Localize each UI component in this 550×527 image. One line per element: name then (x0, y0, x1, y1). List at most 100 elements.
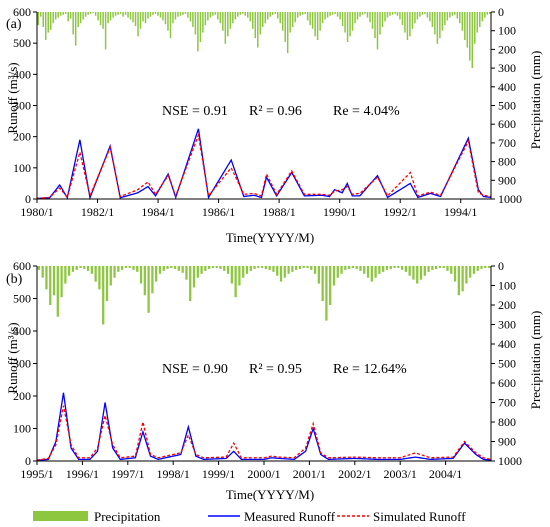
precip-bar-b-48 (219, 266, 222, 269)
precip-bar-b-104 (431, 266, 434, 270)
precip-bar-a-146 (401, 12, 404, 26)
precip-bar-a-40 (137, 12, 139, 37)
precip-bar-b-9 (71, 266, 75, 272)
precip-bar-a-47 (154, 12, 157, 14)
precip-bar-b-24 (128, 266, 131, 268)
precip-bar-a-19 (84, 12, 87, 17)
precip-bar-b-28 (143, 266, 146, 296)
precip-bar-b-15 (94, 266, 97, 282)
precip-bar-b-64 (279, 266, 283, 282)
precip-bar-b-20 (113, 266, 116, 278)
measured-runoff-line-b (36, 392, 492, 461)
legend-precipitation-label: Precipitation (94, 509, 161, 524)
precip-bar-a-26 (102, 12, 104, 29)
precip-bar-a-86 (252, 12, 254, 29)
xtick-label: 1982/1 (81, 205, 114, 219)
precip-bar-a-147 (404, 12, 406, 33)
precip-bar-a-178 (481, 12, 484, 22)
ytick-right-label: 700 (498, 396, 516, 410)
ytick-left-label: 400 (13, 324, 31, 338)
ytick-left-label: 300 (13, 99, 31, 113)
precip-bar-a-135 (374, 12, 376, 39)
precip-bar-a-4 (47, 12, 49, 33)
xtick-label: 1986/1 (202, 205, 235, 219)
precip-bar-b-94 (393, 266, 396, 268)
precip-bar-a-148 (406, 12, 409, 41)
precip-bar-a-16 (77, 12, 79, 27)
precip-bar-a-18 (82, 12, 84, 20)
ytick-right-label: 700 (498, 136, 516, 150)
precip-bar-a-165 (449, 12, 451, 18)
precip-bar-a-170 (461, 12, 464, 31)
precip-bar-a-166 (451, 12, 454, 16)
simulated-runoff-line-b (36, 405, 492, 461)
precip-bar-a-130 (361, 12, 364, 15)
precip-bar-a-112 (316, 12, 319, 41)
ytick-right-label: 200 (498, 42, 516, 56)
precip-bar-b-110 (453, 266, 457, 282)
precip-bar-b-84 (355, 266, 358, 269)
precip-bar-b-58 (257, 266, 260, 268)
ytick-right-label: 600 (498, 376, 516, 390)
precip-bar-b-6 (60, 266, 63, 298)
ytick-left-label: 500 (13, 36, 31, 50)
precip-bar-b-17 (102, 266, 105, 325)
precip-bar-a-132 (366, 12, 369, 18)
precip-bar-a-38 (132, 12, 134, 23)
precip-bar-a-158 (431, 12, 434, 27)
precip-bar-a-100 (286, 12, 289, 54)
precip-bar-b-77 (329, 266, 332, 305)
precip-bar-a-156 (426, 12, 429, 18)
precip-bar-b-116 (476, 266, 479, 271)
precip-bar-b-87 (366, 266, 370, 278)
precip-bar-a-74 (222, 12, 224, 31)
precip-bar-a-93 (269, 12, 271, 17)
ytick-right-label: 500 (498, 357, 516, 371)
precip-bar-b-32 (158, 266, 162, 274)
precip-bar-b-14 (90, 266, 93, 274)
precip-bar-b-5 (56, 266, 59, 317)
precip-bar-a-145 (399, 12, 401, 20)
precip-bar-b-23 (124, 266, 128, 268)
ytick-left-label: 0 (25, 454, 31, 468)
precip-bar-a-32 (117, 12, 119, 15)
precip-bar-a-34 (122, 12, 124, 17)
precip-bar-a-42 (142, 12, 144, 22)
precip-bar-a-70 (212, 12, 214, 16)
precip-bar-a-160 (436, 12, 439, 44)
precip-bar-b-2 (45, 266, 48, 290)
panel-b-ylabel-right: Precipitation (mm) (528, 311, 543, 410)
precip-bar-a-179 (484, 12, 486, 18)
xtick-label: 2004/1 (429, 467, 462, 481)
precip-bar-b-21 (117, 266, 120, 272)
ytick-right-label: 0 (498, 5, 504, 19)
precip-bar-b-67 (291, 266, 294, 272)
precip-bar-b-3 (49, 266, 52, 305)
precip-bar-a-14 (72, 12, 74, 35)
precip-bar-a-144 (396, 12, 399, 16)
precip-bar-b-109 (450, 266, 453, 274)
precip-bar-a-60 (187, 12, 189, 18)
precip-bar-a-67 (204, 12, 207, 26)
precip-bar-b-13 (86, 266, 90, 271)
precip-bar-a-52 (167, 12, 169, 31)
precip-bar-a-180 (486, 12, 489, 15)
precip-bar-b-75 (321, 266, 324, 302)
precip-bar-a-20 (87, 12, 89, 15)
precip-bar-a-13 (69, 12, 72, 19)
ytick-right-label: 600 (498, 117, 516, 131)
precip-bar-a-81 (239, 12, 242, 15)
precip-bar-b-40 (189, 266, 192, 302)
precip-bar-b-114 (469, 266, 472, 278)
precip-bar-b-82 (347, 266, 351, 269)
precip-bar-a-12 (67, 12, 69, 22)
precip-bar-a-21 (89, 12, 92, 14)
ytick-left-label: 600 (13, 259, 31, 273)
ytick-right-label: 500 (498, 99, 516, 113)
precip-bar-b-99 (412, 266, 415, 280)
precip-bar-a-36 (127, 12, 129, 18)
precip-bar-a-122 (341, 12, 344, 27)
precip-bar-b-25 (132, 266, 135, 270)
precip-bar-a-63 (194, 12, 197, 35)
precip-bar-b-35 (170, 266, 173, 268)
